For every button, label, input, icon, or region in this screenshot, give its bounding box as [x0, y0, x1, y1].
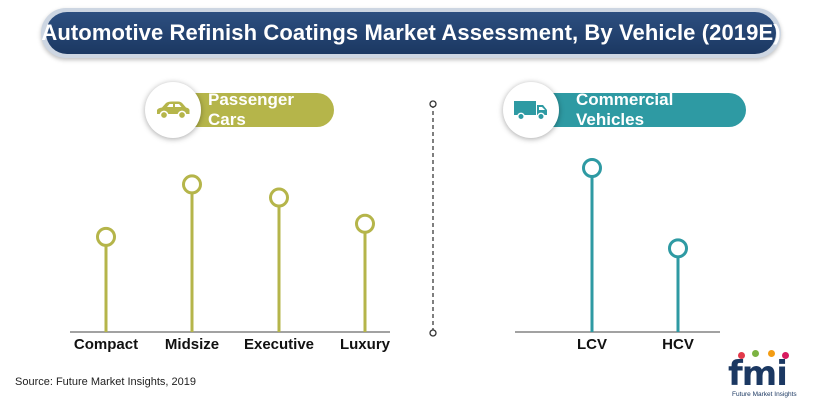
- passenger-tick-label-midsize: Midsize: [165, 336, 219, 353]
- commercial-icon-badge: [503, 82, 559, 138]
- commercial-point-hcv: [668, 238, 688, 259]
- passenger-point-luxury: [355, 213, 375, 234]
- truck-icon: [514, 101, 547, 121]
- logo-dot-red: [738, 352, 745, 359]
- commercial-vehicles-label-pill: Commercial Vehicles: [528, 90, 746, 129]
- commercial-tick-label-lcv: LCV: [577, 336, 607, 353]
- passenger-tick-label-compact: Compact: [74, 336, 138, 353]
- passenger-point-compact: [96, 226, 116, 247]
- title-banner: Automotive Refinish Coatings Market Asse…: [41, 12, 781, 54]
- passenger-tick-label-executive: Executive: [244, 336, 314, 353]
- commercial-tick-label-hcv: HCV: [662, 336, 694, 353]
- logo-dot-green: [752, 350, 759, 357]
- divider-top-cap: [429, 100, 437, 108]
- passenger-point-executive: [269, 187, 289, 208]
- logo-dot-orange: [768, 350, 775, 357]
- commercial-vehicles-title: Commercial Vehicles: [576, 90, 674, 129]
- logo-wordmark: fmi: [728, 354, 788, 394]
- divider-bottom-cap: [429, 329, 437, 337]
- chart-title: Automotive Refinish Coatings Market Asse…: [41, 20, 781, 45]
- source-note: Source: Future Market Insights, 2019: [15, 376, 196, 388]
- commercial-point-lcv: [582, 158, 602, 178]
- passenger-icon-badge: [145, 82, 201, 138]
- car-icon: [157, 101, 190, 120]
- logo-dot-pink: [782, 352, 789, 359]
- passenger-tick-label-luxury: Luxury: [340, 336, 391, 353]
- logo-subtitle: Future Market Insights: [732, 391, 797, 398]
- passenger-cars-title: Passenger Cars: [208, 90, 294, 129]
- fmi-logo: fmi Future Market Insights: [728, 348, 810, 398]
- passenger-point-midsize: [182, 174, 202, 195]
